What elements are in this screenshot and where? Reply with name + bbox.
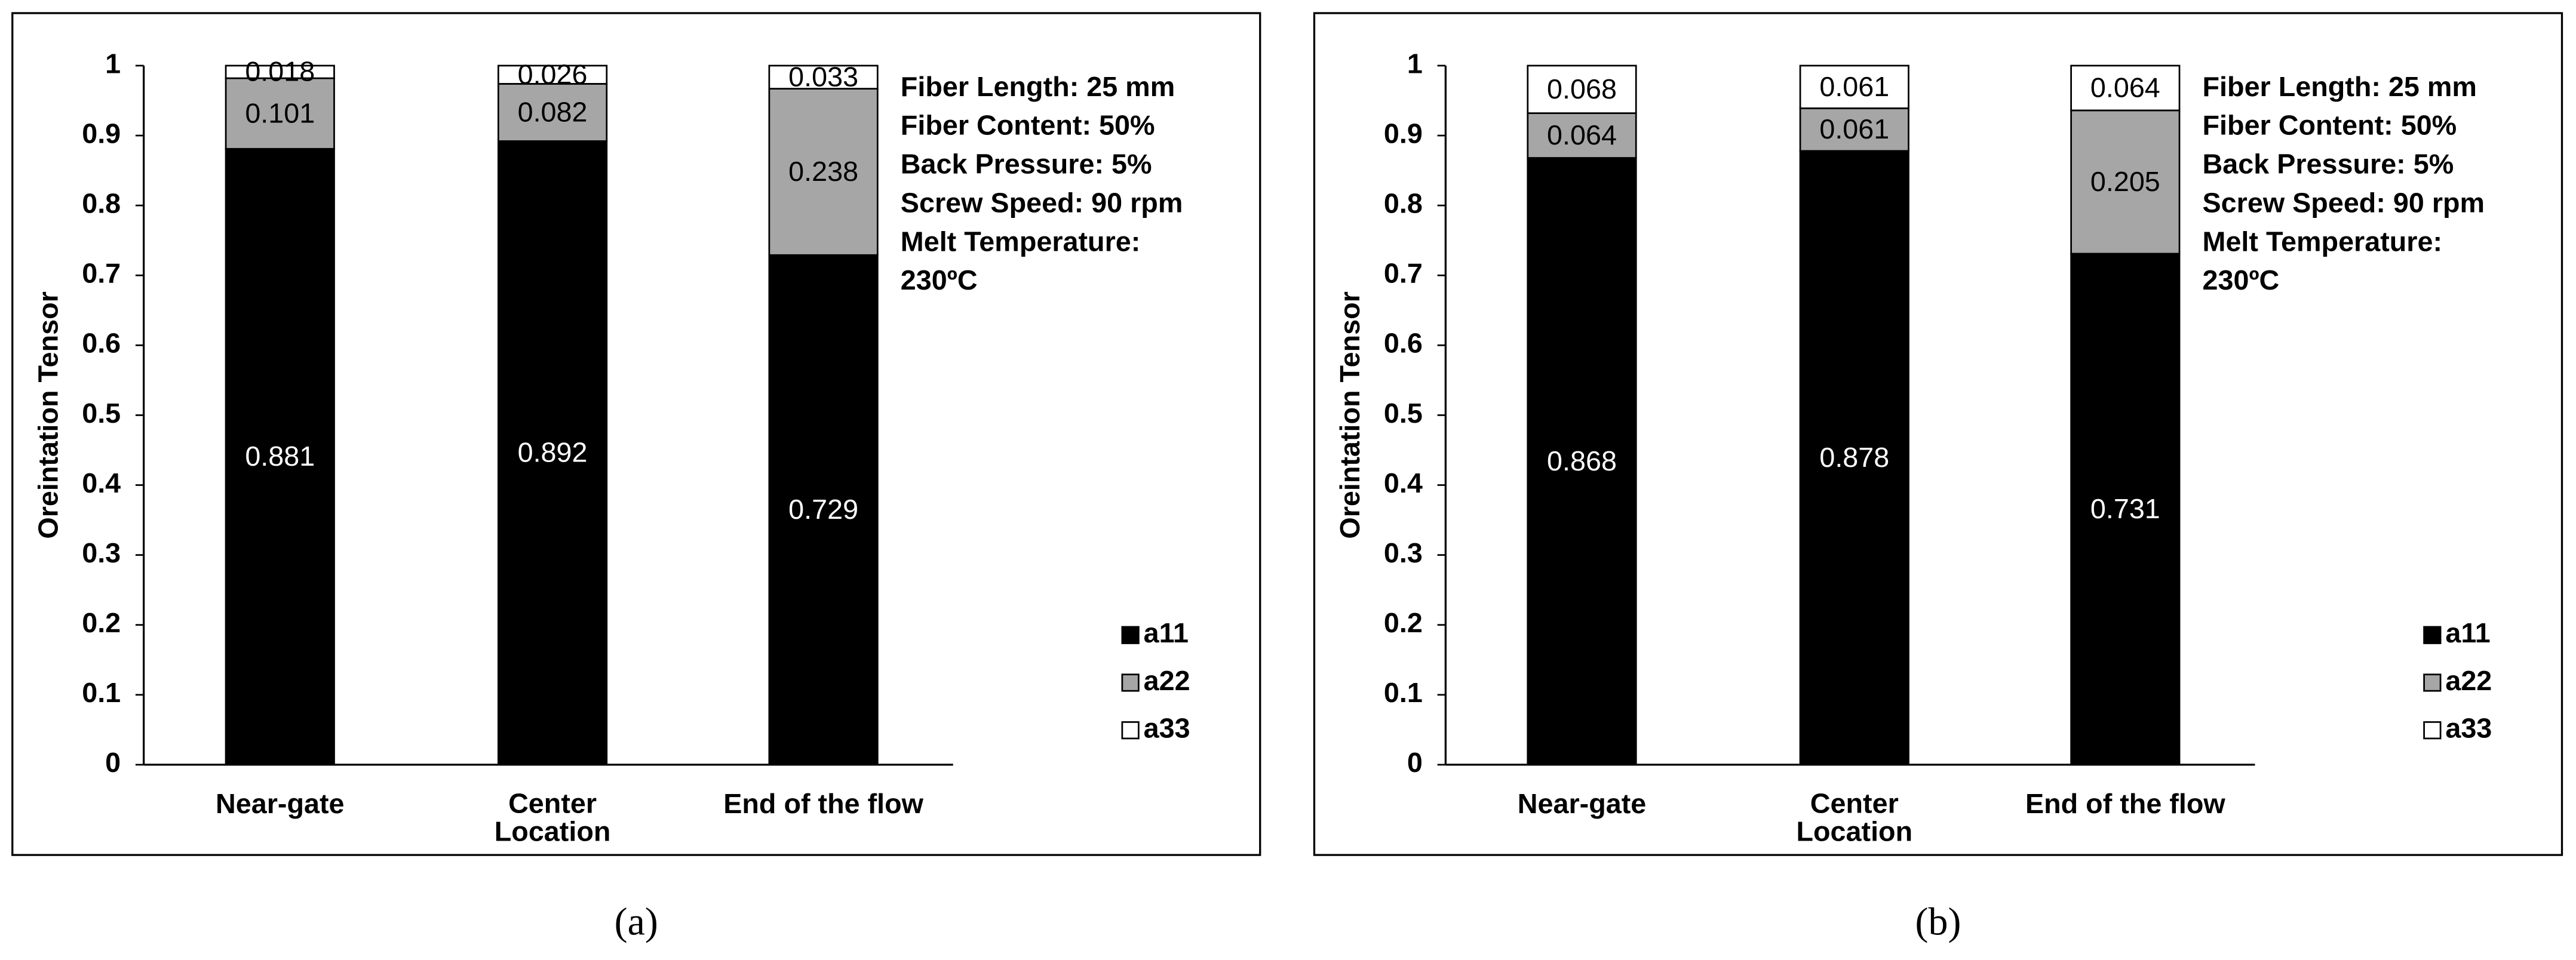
bar-segment bbox=[2070, 109, 2181, 255]
y-axis-label: Oreintation Tensor bbox=[32, 291, 63, 539]
bar-segment bbox=[1799, 64, 1909, 109]
legend-label: a11 bbox=[2445, 617, 2490, 648]
data-label: 0.018 bbox=[245, 56, 315, 87]
data-label: 0.238 bbox=[788, 156, 858, 187]
data-label: 0.878 bbox=[1819, 442, 1889, 473]
bar-segment bbox=[1799, 150, 1909, 766]
x-tick-label: End of the flow bbox=[2025, 788, 2225, 819]
legend-swatch bbox=[1121, 673, 1140, 692]
data-label: 0.892 bbox=[518, 437, 588, 468]
bar-segment bbox=[497, 140, 608, 766]
legend-swatch bbox=[2423, 626, 2442, 644]
legend-label: a33 bbox=[1144, 713, 1190, 744]
y-tick-label: 0.8 bbox=[1384, 187, 1423, 219]
bar-segment bbox=[2070, 64, 2181, 112]
y-tick-label: 0.1 bbox=[82, 677, 121, 708]
y-tick-label: 0.8 bbox=[82, 187, 121, 219]
data-label: 0.064 bbox=[2090, 72, 2160, 103]
bar-segment bbox=[225, 147, 335, 766]
x-tick-label: Near-gate bbox=[216, 788, 345, 819]
data-label: 0.064 bbox=[1547, 119, 1617, 150]
annotation: Melt Temperature: bbox=[2203, 226, 2443, 257]
panel-frame bbox=[1313, 12, 2563, 856]
bar-segment bbox=[225, 64, 335, 79]
y-tick-label: 0.5 bbox=[1384, 398, 1423, 429]
bar-segment bbox=[1527, 64, 1637, 114]
y-tick-label: 0.6 bbox=[82, 328, 121, 359]
legend-swatch bbox=[1121, 626, 1140, 644]
x-tick-label: Center Location bbox=[1796, 788, 1912, 847]
y-tick-label: 0.9 bbox=[1384, 118, 1423, 149]
bar-segment bbox=[497, 83, 608, 142]
annotation: Screw Speed: 90 rpm bbox=[2203, 187, 2485, 218]
y-tick-label: 0.7 bbox=[82, 258, 121, 289]
data-label: 0.881 bbox=[245, 441, 315, 472]
y-tick-label: 0.3 bbox=[1384, 537, 1423, 568]
annotation: Screw Speed: 90 rpm bbox=[901, 187, 1183, 218]
y-tick-label: 0.4 bbox=[1384, 467, 1423, 499]
legend-swatch bbox=[2423, 673, 2442, 692]
data-label: 0.061 bbox=[1819, 71, 1889, 102]
y-tick-label: 1 bbox=[105, 48, 121, 79]
data-label: 0.061 bbox=[1819, 113, 1889, 144]
caption: (b) bbox=[1915, 900, 1961, 943]
annotation: Fiber Length: 25 mm bbox=[2203, 71, 2477, 102]
y-tick-label: 0 bbox=[1407, 747, 1423, 778]
legend-swatch bbox=[2423, 721, 2442, 740]
y-tick-label: 0.2 bbox=[82, 607, 121, 638]
data-label: 0.033 bbox=[788, 61, 858, 92]
y-tick-label: 0.6 bbox=[1384, 328, 1423, 359]
legend-label: a22 bbox=[1144, 665, 1190, 696]
y-tick-label: 0.5 bbox=[82, 398, 121, 429]
data-label: 0.101 bbox=[245, 97, 315, 128]
y-tick-label: 0.4 bbox=[82, 467, 121, 499]
data-label: 0.731 bbox=[2090, 493, 2160, 524]
panel-frame bbox=[11, 12, 1261, 856]
y-tick-label: 0.1 bbox=[1384, 677, 1423, 708]
bar-segment bbox=[768, 88, 879, 256]
y-tick-label: 0.3 bbox=[82, 537, 121, 568]
bar-segment bbox=[768, 64, 879, 90]
data-label: 0.082 bbox=[518, 96, 588, 127]
y-tick-label: 0.7 bbox=[1384, 258, 1423, 289]
annotation: Back Pressure: 5% bbox=[901, 149, 1152, 180]
annotation: Fiber Length: 25 mm bbox=[901, 71, 1175, 102]
data-label: 0.068 bbox=[1547, 73, 1617, 104]
y-tick-label: 0.2 bbox=[1384, 607, 1423, 638]
x-tick-label: End of the flow bbox=[723, 788, 923, 819]
legend-swatch bbox=[1121, 721, 1140, 740]
annotation: Melt Temperature: bbox=[901, 226, 1141, 257]
bar-segment bbox=[497, 64, 608, 85]
caption: (a) bbox=[615, 900, 658, 943]
bar-segment bbox=[225, 77, 335, 150]
annotation: Back Pressure: 5% bbox=[2203, 149, 2454, 180]
legend-label: a33 bbox=[2445, 713, 2492, 744]
x-tick-label: Center Location bbox=[495, 788, 611, 847]
x-tick-label: Near-gate bbox=[1518, 788, 1647, 819]
bar-segment bbox=[2070, 253, 2181, 766]
data-label: 0.205 bbox=[2090, 166, 2160, 197]
data-label: 0.026 bbox=[518, 59, 588, 90]
y-tick-label: 1 bbox=[1407, 48, 1423, 79]
annotation: 230ºC bbox=[2203, 264, 2280, 296]
legend-label: a11 bbox=[1144, 617, 1189, 648]
annotation: Fiber Content: 50% bbox=[2203, 110, 2457, 141]
y-axis-label: Oreintation Tensor bbox=[1334, 291, 1365, 539]
data-label: 0.729 bbox=[788, 494, 858, 525]
bar-segment bbox=[768, 254, 879, 766]
annotation: 230ºC bbox=[901, 264, 978, 296]
y-tick-label: 0 bbox=[105, 747, 121, 778]
annotation: Fiber Content: 50% bbox=[901, 110, 1155, 141]
data-label: 0.868 bbox=[1547, 445, 1617, 476]
y-tick-label: 0.9 bbox=[82, 118, 121, 149]
legend-label: a22 bbox=[2445, 665, 2492, 696]
